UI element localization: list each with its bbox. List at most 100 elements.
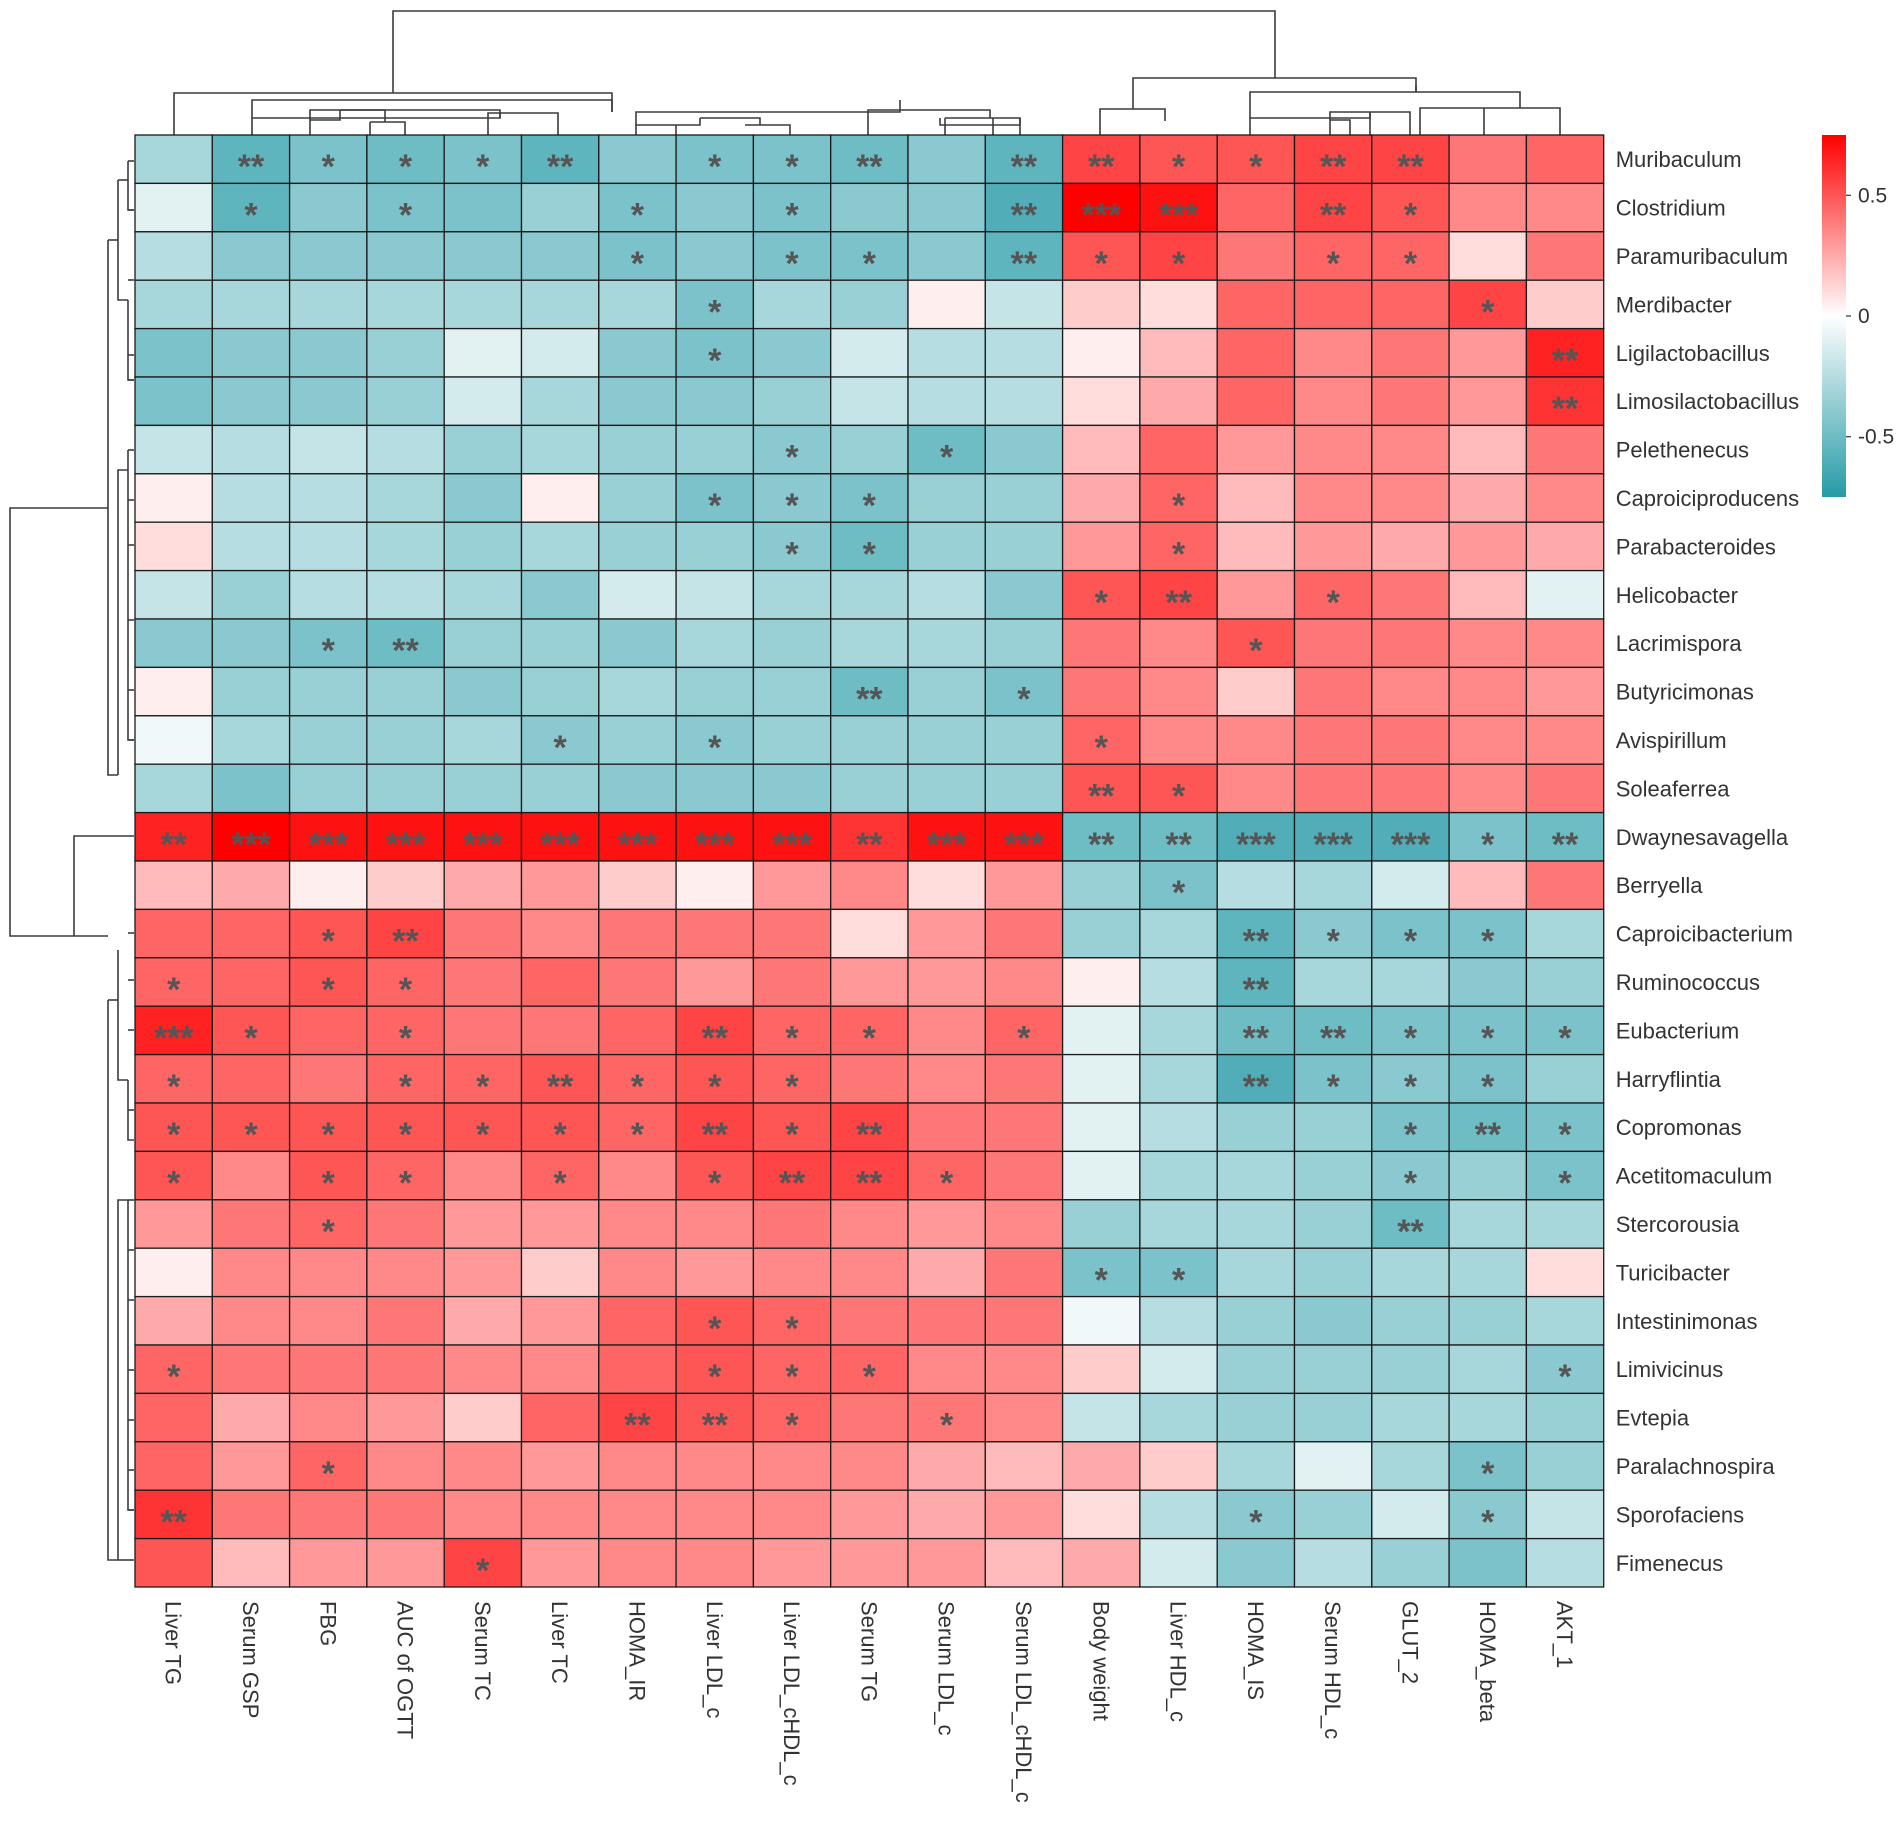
heatmap-cell (211, 1053, 291, 1104)
significance-marker: *** (308, 826, 348, 864)
heatmap-cell (1371, 134, 1450, 185)
significance-marker: * (1404, 197, 1418, 235)
heatmap-cell (211, 1247, 291, 1298)
heatmap-cell (1525, 1199, 1605, 1249)
heatmap-cell (1448, 182, 1528, 233)
row-label: Evtepia (1616, 1406, 1690, 1431)
significance-marker: * (322, 1165, 336, 1203)
significance-marker: * (399, 1165, 413, 1203)
heatmap-cell (520, 473, 600, 523)
significance-marker: ** (1243, 923, 1270, 961)
significance-marker: * (708, 342, 722, 380)
heatmap-cell (830, 1005, 909, 1056)
significance-marker: * (1481, 1455, 1495, 1493)
heatmap-cell (598, 1005, 677, 1056)
column-dendrogram (173, 10, 1561, 135)
heatmap-cell (1293, 231, 1373, 281)
heatmap-cell (134, 1102, 213, 1153)
heatmap-cell (752, 860, 832, 911)
heatmap-cell (288, 279, 368, 330)
heatmap-cell (134, 231, 213, 281)
heatmap-cell (907, 1247, 986, 1298)
heatmap-cell (675, 1053, 755, 1104)
column-label: AKT_1 (1552, 1601, 1577, 1668)
heatmap-cell (520, 666, 600, 717)
heatmap-cell (1293, 666, 1373, 717)
heatmap-cell (1371, 182, 1450, 233)
heatmap-cell (1061, 908, 1141, 959)
heatmap-cell (1371, 618, 1450, 669)
heatmap-cell (984, 521, 1064, 572)
heatmap-cell (1448, 1344, 1528, 1395)
heatmap-cell (675, 763, 755, 814)
heatmap-cell (1293, 473, 1373, 523)
heatmap-cell (1139, 376, 1218, 427)
heatmap-cell (984, 1053, 1064, 1104)
significance-marker: * (785, 245, 799, 283)
heatmap-cell (598, 1344, 677, 1395)
heatmap-cell (1371, 715, 1450, 765)
significance-marker: * (1404, 1068, 1418, 1106)
heatmap-cell (443, 1005, 523, 1056)
significance-marker: * (785, 535, 799, 573)
significance-marker: * (476, 1552, 490, 1590)
heatmap-cell (211, 715, 291, 765)
heatmap-cell (443, 424, 523, 475)
heatmap-cell (907, 1441, 986, 1491)
heatmap-cell (675, 618, 755, 669)
significance-marker: * (940, 439, 954, 477)
heatmap-cell (1216, 811, 1296, 862)
heatmap-cell (366, 473, 445, 523)
significance-marker: * (1095, 729, 1109, 767)
heatmap-cell (366, 763, 445, 814)
heatmap-cell (598, 860, 677, 911)
legend-tick-label: -0.5 (1858, 426, 1894, 449)
significance-marker: *** (695, 826, 735, 864)
significance-marker: * (244, 1019, 258, 1057)
heatmap-cell (1525, 424, 1605, 475)
heatmap-cell (907, 1295, 986, 1346)
significance-marker: * (708, 1165, 722, 1203)
significance-marker: ** (1320, 148, 1347, 186)
significance-marker: * (863, 245, 877, 283)
heatmap-cell (675, 1247, 755, 1298)
heatmap-cell (984, 1199, 1064, 1249)
heatmap-cell (1448, 1150, 1528, 1201)
significance-marker: ** (392, 923, 419, 961)
heatmap-cell (598, 1489, 677, 1540)
heatmap-cell (443, 1489, 523, 1540)
heatmap-cell (443, 957, 523, 1007)
column-label: Body weight (1088, 1601, 1113, 1721)
heatmap-cell (288, 231, 368, 281)
heatmap-cell (598, 763, 677, 814)
heatmap-cell (752, 763, 832, 814)
heatmap-cell (752, 1441, 832, 1491)
heatmap-cell (598, 1537, 677, 1588)
heatmap-cell (675, 521, 755, 572)
heatmap-cell (1061, 957, 1141, 1007)
heatmap-cell (598, 376, 677, 427)
heatmap-cell (1525, 811, 1605, 862)
heatmap-cell (984, 1247, 1064, 1298)
heatmap-cell (1139, 1441, 1218, 1491)
heatmap-cell (134, 908, 213, 959)
significance-marker: * (708, 1310, 722, 1348)
significance-marker: * (476, 148, 490, 186)
significance-marker: ** (856, 148, 883, 186)
heatmap-cell (675, 231, 755, 281)
heatmap-cell (134, 618, 213, 669)
significance-marker: * (1327, 245, 1341, 283)
significance-marker: * (708, 293, 722, 331)
heatmap-cell (1216, 1005, 1296, 1056)
heatmap-cell (520, 1295, 600, 1346)
heatmap-cell (520, 424, 600, 475)
heatmap-cell (675, 376, 755, 427)
heatmap-cell (211, 569, 291, 620)
heatmap-cell (830, 1247, 909, 1298)
heatmap-cell (520, 908, 600, 959)
heatmap-cell (907, 279, 986, 330)
heatmap-cell (520, 327, 600, 378)
heatmap-cell (288, 1392, 368, 1443)
heatmap-cell (520, 279, 600, 330)
heatmap-cell (675, 1344, 755, 1395)
